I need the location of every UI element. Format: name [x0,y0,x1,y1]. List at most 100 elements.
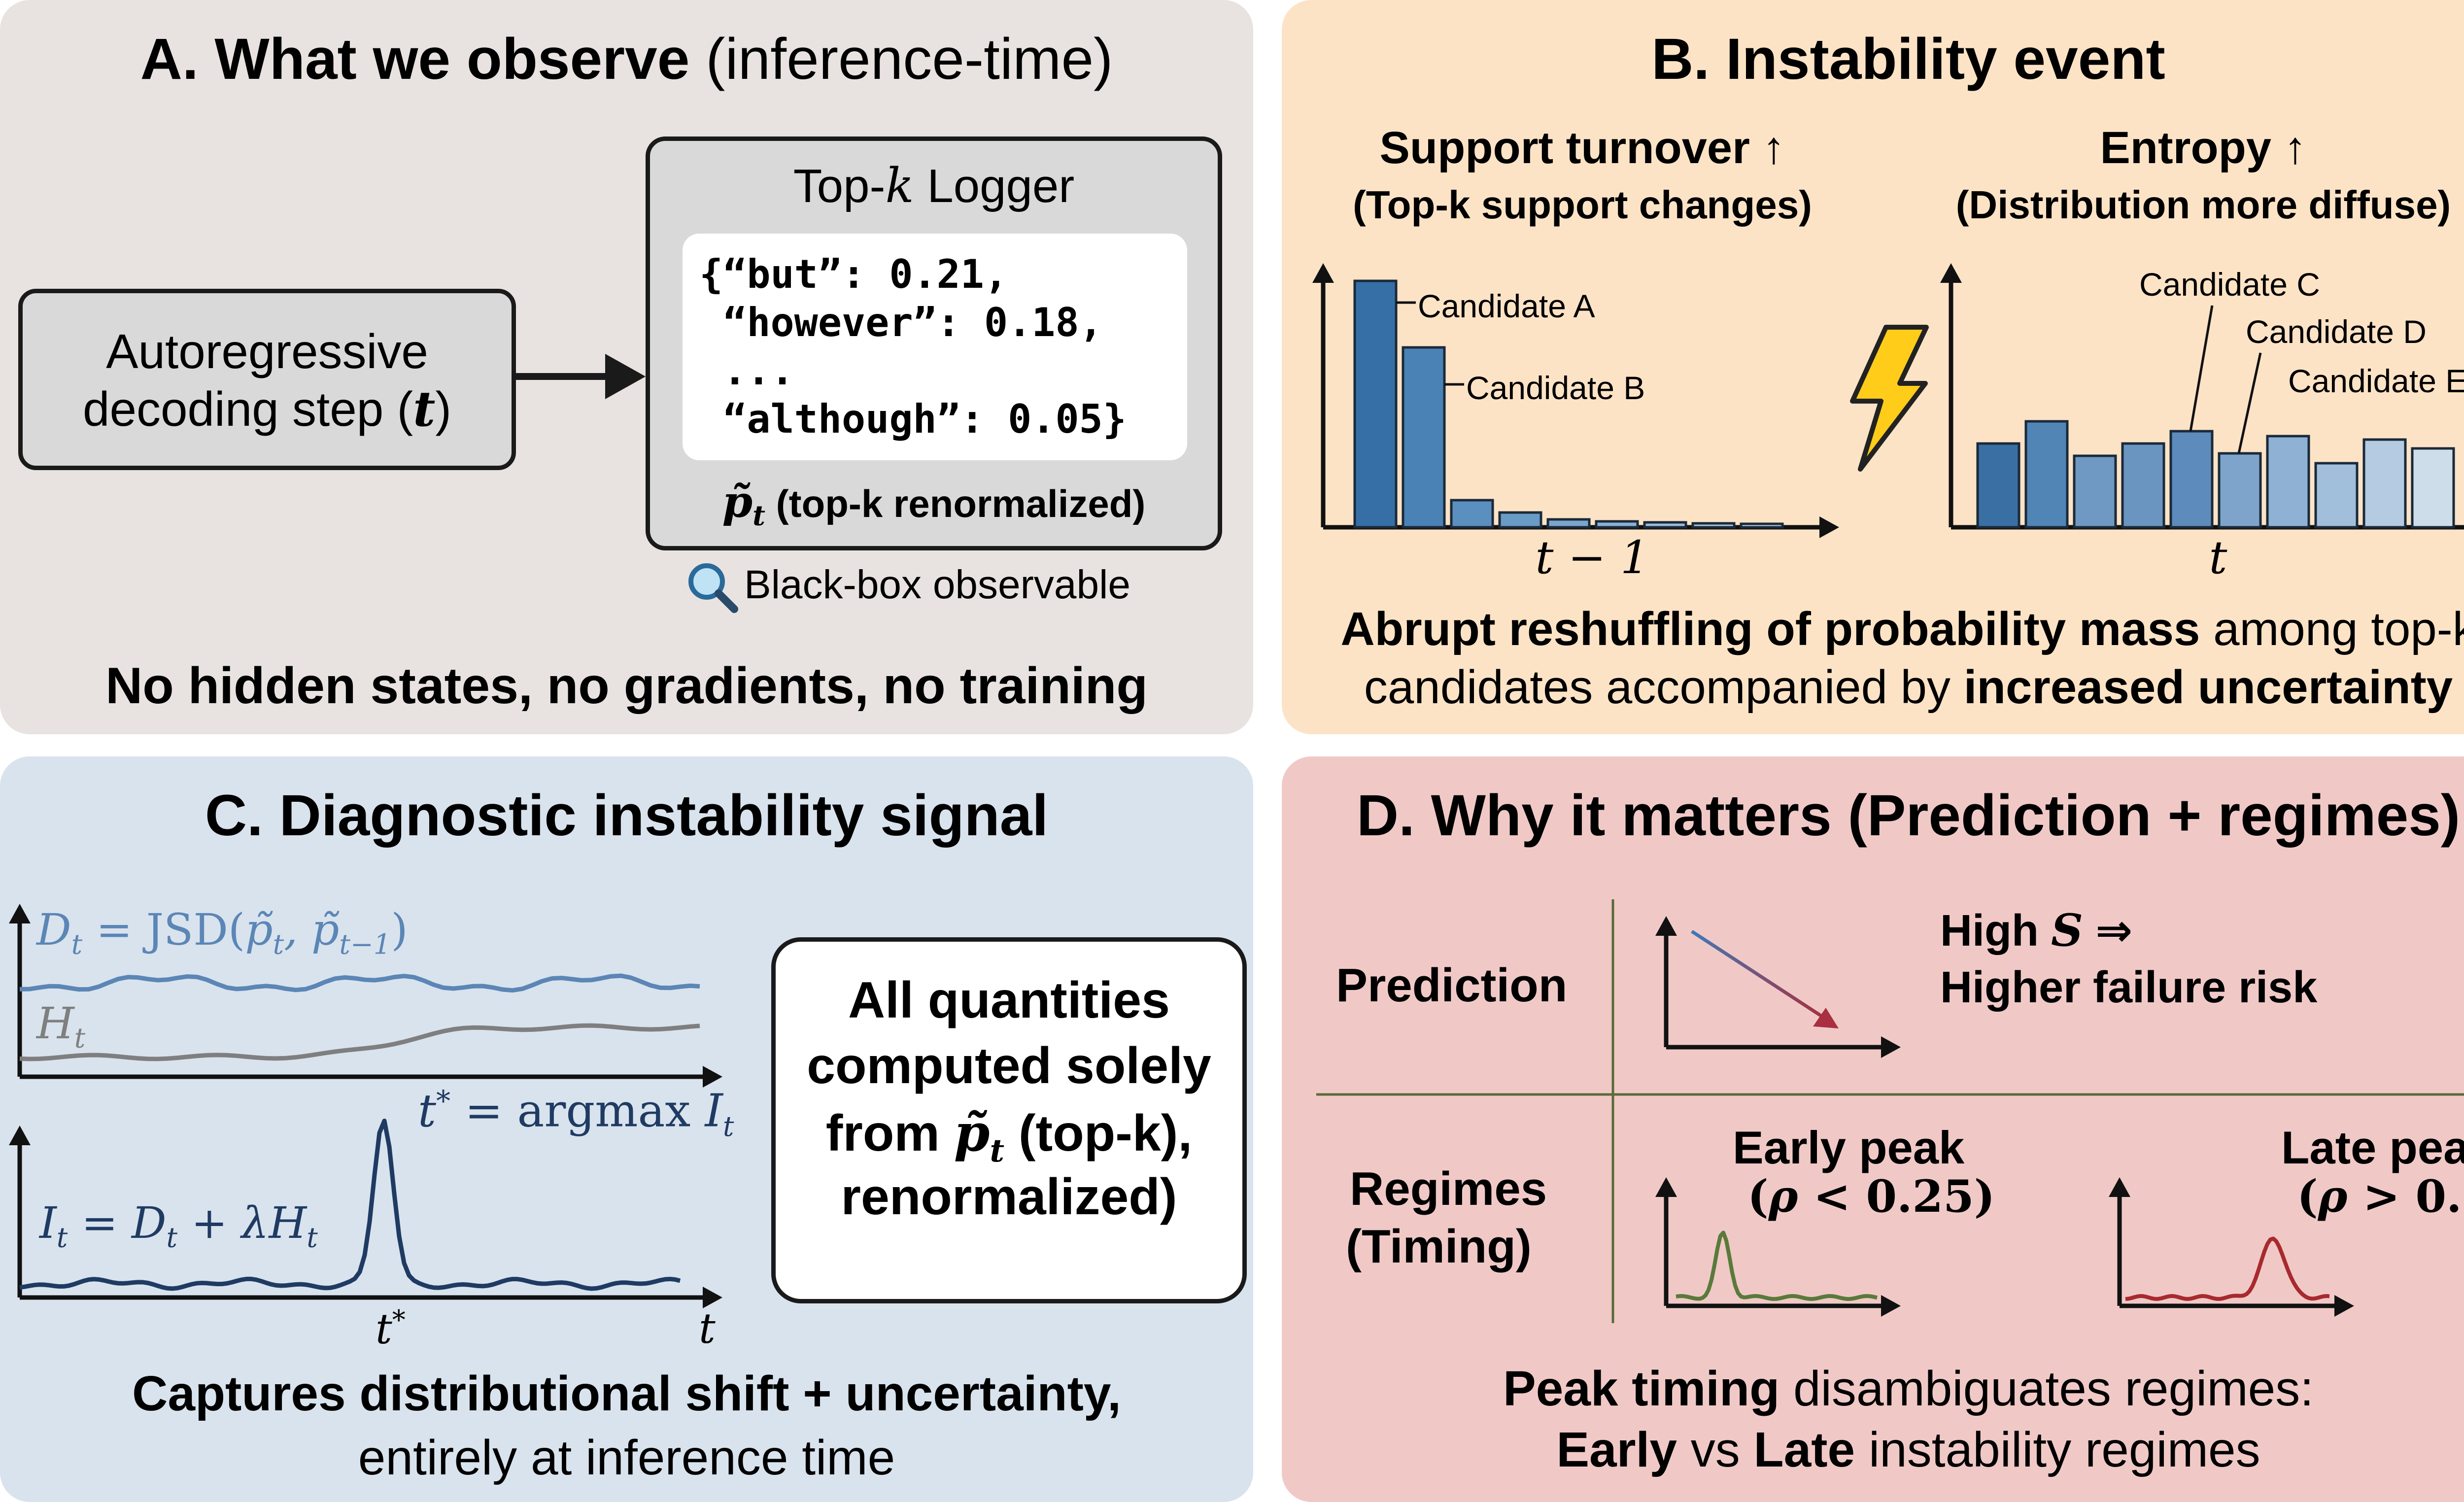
leader-candidate-c [2189,305,2214,432]
x-axis-arrow [703,1066,722,1088]
high-s-text: High S ⇒ [1940,904,2133,956]
p-tilde-sub: t [753,499,765,532]
decoding-step-close: ) [435,382,452,436]
x-axis-arrow [2334,1295,2354,1317]
panel-d-footer-vs: vs [1677,1422,1754,1477]
left-bar [1498,511,1542,529]
left-bar [1740,522,1784,529]
regime-charts [1316,899,2464,1323]
logger-title: Top-k Logger [650,158,1218,213]
panel-b-footer-bold2: increased uncertainty [1963,661,2453,714]
tstar-label: t* = argmax It [418,1084,734,1143]
logger-title-post: Logger [914,160,1075,212]
y-axis-arrow [2109,1177,2130,1197]
panel-c-footer-rest: entirely at inference time [358,1430,895,1485]
risk-trend-arrow [1813,1008,1839,1028]
late-peak-cond: (ρ > 0.5) [2297,1170,2464,1223]
panel-b-footer-line1: Abrupt reshuffling of probability mass a… [1282,602,2464,656]
code-line-4: “although”: 0.05} [699,396,1127,442]
box-line-2: computed solely [807,1037,1211,1094]
panel-d: D. Why it matters (Prediction + regimes)… [1282,756,2464,1502]
y-axis-arrow [1655,916,1677,936]
right-bar [2411,447,2455,529]
right-bar [2169,430,2214,529]
p-tilde-symbol: p̃ [722,476,753,527]
x-axis-arrow [703,1287,722,1308]
late-peak-curve [2125,1236,2330,1301]
h-series-label: Ht [36,998,86,1055]
right-bar [2266,435,2310,529]
panel-d-footer-line2: Early vs Late instability regimes [1282,1422,2464,1478]
panel-a: A. What we observe (inference-time) Auto… [0,0,1253,734]
risk-trend-line [1691,930,1825,1019]
x-t-label: t [699,1304,716,1353]
logger-title-pre: Top- [793,160,886,212]
right-bar [2024,420,2069,529]
left-bar [1643,521,1687,529]
leader-candidate-d [2237,352,2262,454]
panel-a-footer: No hidden states, no gradients, no train… [105,657,1148,715]
panel-d-footer-bold1: Peak timing [1503,1361,1780,1416]
right-bar [2314,462,2359,529]
panel-a-title-rest: (inference-time) [689,27,1113,92]
panel-b-footer-bold1: Abrupt reshuffling of probability mass [1340,603,2200,655]
right-bar [2218,452,2262,529]
d-series-label: Dt = JSD(p̃t, p̃t−1) [36,904,408,961]
panel-b-footer-rest1: among top-k [2200,603,2464,655]
prediction-label: Prediction [1336,959,1568,1012]
panel-c: C. Diagnostic instability signal Dt = JS… [0,756,1253,1502]
logger-caption-text: (top-k renormalized) [765,482,1146,525]
h-series-line [19,1023,700,1061]
bottom-signal-axes [9,1126,722,1308]
y-axis-arrow [9,1126,31,1145]
decoding-step-box: Autoregressive decoding step (t) [18,289,516,470]
panel-b: B. Instability event Support turnover ↑ … [1282,0,2464,734]
lightning-icon [1850,325,1929,472]
right-xlabel: t [2209,531,2227,584]
left-bar [1450,499,1494,529]
left-bar [1353,279,1398,529]
code-line-1: {“but”: 0.21, [699,251,1008,297]
early-peak-cond: (ρ < 0.25) [1747,1170,1995,1223]
logger-code-block: {“but”: 0.21, “however”: 0.18, ... “alth… [683,234,1187,460]
d-series-line [19,973,700,993]
y-axis-arrow [1940,263,1962,283]
x-axis-arrow [1881,1295,1901,1317]
entropy-sub: (Distribution more diffuse) [1955,183,2451,227]
label-candidate-e: Candidate E [2288,363,2464,399]
late-peak-axes [2109,1177,2354,1317]
higher-risk-text: Higher failure risk [1940,963,2318,1012]
box-line-4: renormalized) [841,1168,1177,1226]
decoding-step-line2: decoding step (t) [23,381,512,438]
panel-a-title: A. What we observe (inference-time) [0,26,1253,93]
signal-charts [9,904,722,1308]
panel-c-footer-bold: Captures distributional shift + uncertai… [132,1366,1121,1421]
code-line-2: “however”: 0.18, [699,300,1103,345]
panel-b-footer-rest2: candidates accompanied by [1364,661,1964,714]
label-candidate-b: Candidate B [1466,370,1645,406]
x-tstar-label: t* [376,1304,406,1353]
support-turnover-sub: (Top-k support changes) [1353,183,1812,227]
label-candidate-a: Candidate A [1418,288,1595,324]
panel-d-footer-rest1: disambiguates regimes: [1780,1361,2314,1416]
quantities-box: All quantities computed solely from p̃t … [771,937,1247,1303]
y-axis-arrow [1655,1177,1677,1197]
i-series-label: It = Dt + λHt [39,1197,318,1254]
panel-d-title: D. Why it matters (Prediction + regimes) [1356,783,2461,848]
x-axis-arrow [1819,516,1839,538]
left-bar [1402,346,1446,529]
panel-c-title: C. Diagnostic instability signal [205,783,1049,848]
early-peak-label: Early peak [1733,1122,1965,1173]
y-axis-arrow [9,904,31,923]
timing-label: (Timing) [1346,1220,1532,1273]
logger-caption: p̃t (top-k renormalized) [650,476,1218,532]
entropy-head: Entropy ↑ [2100,123,2307,173]
right-bar [2362,438,2407,529]
label-candidate-d: Candidate D [2246,313,2427,350]
panel-a-title-bold: A. What we observe [140,27,690,92]
panel-d-footer-rest2: instability regimes [1855,1422,2260,1477]
topk-logger-box: Top-k Logger {“but”: 0.21, “however”: 0.… [646,137,1222,550]
box-line-1: All quantities [848,972,1170,1029]
observable-label: Black-box observable [744,562,1130,607]
late-peak-label: Late peak [2281,1122,2464,1173]
